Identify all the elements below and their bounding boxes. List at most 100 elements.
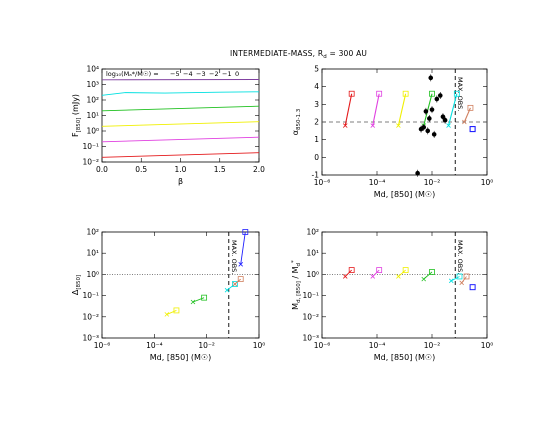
x-tick-label: 10⁻⁴ bbox=[146, 341, 163, 350]
track-end-square bbox=[453, 90, 460, 97]
y-tick-label: 1 bbox=[314, 135, 319, 144]
panel-delta-vs-mass: 10⁻⁶ 10⁻⁴ 10⁻² 10⁰ 10⁻³ 10⁻² 10⁻¹ 10⁰ 10¹ 10² Md, … bbox=[71, 228, 265, 363]
y-tick-label: 10⁰ bbox=[86, 127, 99, 136]
y-label-part: / M bbox=[291, 266, 300, 281]
y-tick-label: 10² bbox=[86, 228, 99, 237]
obs-point bbox=[429, 107, 435, 112]
axes-frame bbox=[101, 68, 260, 163]
series-line-green bbox=[101, 105, 260, 112]
y-tick-label: 10⁻² bbox=[82, 312, 99, 321]
y-axis-label: α850-1.3 bbox=[291, 108, 302, 135]
y-tick-label: 0 bbox=[314, 153, 319, 162]
y-axis-label: Md, [850] / Md* bbox=[291, 260, 302, 310]
y-tick-label: 2 bbox=[314, 118, 319, 127]
y-label-part: * bbox=[291, 260, 297, 263]
series-end-square bbox=[429, 269, 435, 275]
series-end-square bbox=[173, 307, 180, 314]
series-end-square bbox=[376, 267, 383, 273]
series-marker bbox=[469, 284, 476, 291]
obs-point bbox=[442, 117, 448, 123]
series-end-square bbox=[463, 273, 470, 280]
track-end-square bbox=[402, 90, 409, 97]
y-tick-label: 10³ bbox=[86, 80, 99, 89]
x-tick-label: 10⁻² bbox=[198, 341, 215, 350]
y-label-part: 850-1.3 bbox=[296, 108, 302, 130]
track-line-yellow bbox=[397, 93, 407, 126]
legend-entry: −5 bbox=[170, 70, 180, 78]
x-tick-label: 10⁻⁶ bbox=[314, 341, 331, 350]
y-tick-label: 10² bbox=[306, 228, 319, 237]
x-axis-label: Md, [850] (M☉) bbox=[374, 190, 435, 199]
series-line-magenta bbox=[101, 136, 260, 143]
y-tick-label: 10⁴ bbox=[86, 65, 99, 74]
x-tick-label: 1.0 bbox=[175, 165, 187, 174]
series-start-cross bbox=[238, 262, 243, 267]
x-axis-label: Md, [850] (M☉) bbox=[150, 353, 211, 362]
obs-point bbox=[437, 93, 443, 98]
obs-point bbox=[415, 170, 420, 176]
x-axis-label: Md, [850] (M☉) bbox=[374, 353, 435, 362]
x-tick-label: 10⁻⁴ bbox=[369, 341, 386, 350]
y-tick-label: 10⁰ bbox=[86, 270, 99, 279]
blue-marker bbox=[469, 126, 476, 133]
legend-text: log₁₀(Mₐ*/M☉) = bbox=[106, 70, 159, 78]
track-end-square bbox=[429, 90, 435, 97]
max-obs-label: MAX. OBS. bbox=[456, 77, 464, 111]
series-line-cyan bbox=[450, 276, 460, 282]
x-tick-label: 10⁻² bbox=[424, 341, 441, 350]
series-end-square bbox=[242, 229, 249, 235]
legend-entry: −2 bbox=[209, 70, 219, 78]
y-tick-label: 10⁻³ bbox=[302, 334, 319, 343]
y-label-part: (mJy) bbox=[71, 94, 80, 118]
y-label-part: [850] bbox=[76, 275, 82, 290]
axes-frame bbox=[321, 231, 488, 339]
x-tick-label: 10⁻⁶ bbox=[94, 341, 111, 350]
track-line-magenta bbox=[372, 93, 380, 126]
x-tick-label: 10⁻⁶ bbox=[314, 178, 331, 187]
track-start-cross bbox=[462, 119, 467, 125]
y-tick-label: 3 bbox=[314, 100, 319, 109]
track-line-cyan bbox=[448, 93, 458, 126]
y-tick-label: 10¹ bbox=[86, 111, 99, 120]
legend-entry: 0 bbox=[235, 70, 239, 78]
y-label-part: M bbox=[291, 303, 300, 310]
obs-point bbox=[434, 96, 440, 102]
y-axis-label: F[850] (mJy) bbox=[71, 94, 82, 137]
y-tick-label: 10⁻² bbox=[82, 158, 99, 167]
y-tick-label: 4 bbox=[314, 82, 319, 91]
track-start-cross bbox=[396, 123, 401, 128]
series-start-cross bbox=[232, 281, 238, 287]
x-tick-label: 10⁰ bbox=[253, 341, 266, 350]
axes-frame bbox=[101, 231, 260, 339]
series-start-cross bbox=[421, 276, 427, 282]
track-end-square bbox=[348, 90, 355, 97]
obs-point bbox=[431, 132, 437, 137]
x-tick-label: 10⁻² bbox=[424, 178, 441, 187]
x-axis-label: β bbox=[178, 177, 183, 186]
y-tick-label: 5 bbox=[314, 65, 319, 74]
y-tick-label: 10¹ bbox=[306, 249, 319, 258]
legend-entry: −1 bbox=[222, 70, 232, 78]
series-end-square bbox=[402, 267, 409, 273]
x-tick-label: 2.0 bbox=[253, 165, 265, 174]
series-start-cross bbox=[396, 274, 401, 279]
y-label-part: d bbox=[296, 263, 302, 267]
series-start-cross bbox=[342, 274, 348, 279]
y-tick-label: 10⁻¹ bbox=[82, 291, 99, 300]
track-line-red bbox=[344, 93, 353, 126]
track-end-square bbox=[376, 90, 383, 97]
y-tick-label: -1 bbox=[312, 171, 320, 180]
panel-mass-ratio-vs-mass: 10⁻⁶ 10⁻⁴ 10⁻² 10⁰ 10⁻³ 10⁻² 10⁻¹ 10⁰ 10¹ 10² Md, … bbox=[291, 228, 493, 363]
y-tick-label: 10² bbox=[86, 96, 99, 105]
y-tick-label: 10⁻³ bbox=[82, 334, 99, 343]
max-obs-label: MAX. OBS. bbox=[230, 240, 238, 274]
series-line-red bbox=[101, 152, 260, 158]
y-tick-label: 10¹ bbox=[86, 249, 99, 258]
track-start-cross bbox=[370, 123, 376, 128]
series-line-yellow bbox=[101, 121, 260, 127]
obs-point bbox=[427, 116, 432, 121]
track-start-cross bbox=[446, 123, 451, 128]
series-line-yellow bbox=[166, 309, 177, 315]
obs-point bbox=[440, 114, 446, 119]
